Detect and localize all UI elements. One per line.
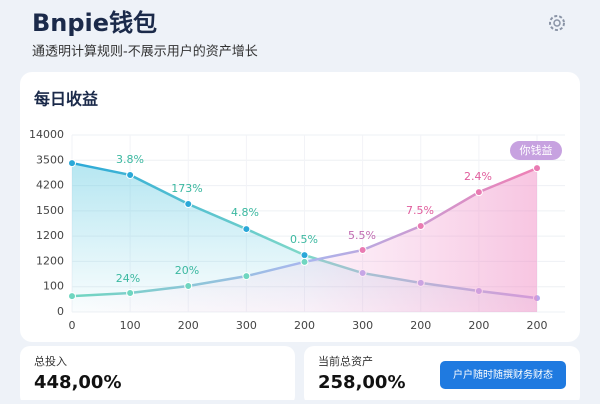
x-tick-label: 300 xyxy=(236,319,257,332)
point xyxy=(474,188,483,197)
annotation: 5.5% xyxy=(348,229,376,242)
card-label: 当前总资产 xyxy=(318,354,373,368)
x-tick-label: 200 xyxy=(468,319,489,332)
annotation: 7.5% xyxy=(406,204,434,217)
annotation: 0.5% xyxy=(290,233,318,246)
app-title: Bnpie钱包 xyxy=(32,9,157,37)
point xyxy=(242,272,251,281)
y-tick-label: 3500 xyxy=(36,153,64,166)
card-value: 448,00% xyxy=(34,372,122,393)
x-tick-label: 0 xyxy=(69,319,76,332)
badge-label: 你钱益 xyxy=(520,143,553,157)
point xyxy=(68,159,76,168)
point xyxy=(242,225,251,234)
area xyxy=(72,168,537,312)
y-tick-label: 4200 xyxy=(36,179,64,192)
y-tick-label: 1500 xyxy=(36,204,64,217)
card xyxy=(20,346,295,404)
point xyxy=(300,257,309,266)
annotation: 4.8% xyxy=(231,206,259,219)
annotation: 173% xyxy=(171,182,202,195)
x-tick-label: 200 xyxy=(178,319,199,332)
point xyxy=(300,251,309,260)
point xyxy=(358,246,367,255)
x-tick-label: 100 xyxy=(120,319,141,332)
point xyxy=(184,200,193,209)
card-value: 258,00% xyxy=(318,372,406,393)
x-tick-label: 200 xyxy=(410,319,431,332)
annotation: 20% xyxy=(175,264,199,277)
y-tick-label: 100 xyxy=(43,280,64,293)
y-tick-label: 14000 xyxy=(29,128,64,141)
annotation: 3.8% xyxy=(116,153,144,166)
chart-title: 每日收益 xyxy=(34,90,98,109)
x-tick-label: 300 xyxy=(352,319,373,332)
x-tick-label: 200 xyxy=(294,319,315,332)
x-tick-label: 200 xyxy=(527,319,548,332)
card-label: 总投入 xyxy=(34,354,67,368)
settings-icon[interactable] xyxy=(549,15,565,31)
action-button[interactable] xyxy=(440,361,566,389)
y-tick-label: 1200 xyxy=(36,254,64,267)
subtitle: 通透明计算规则-不展示用户的资产增长 xyxy=(32,44,258,60)
annotation: 2.4% xyxy=(464,170,492,183)
point xyxy=(533,164,541,173)
point xyxy=(126,289,135,298)
point xyxy=(68,292,76,301)
y-tick-label: 1200 xyxy=(36,229,64,242)
annotation: 24% xyxy=(116,272,140,285)
area xyxy=(72,163,537,312)
point xyxy=(184,281,193,290)
point xyxy=(416,222,425,231)
y-tick-label: 0 xyxy=(57,305,64,318)
button-label[interactable]: 户户随时随撰财务财态 xyxy=(453,368,553,381)
badge xyxy=(510,141,562,160)
point xyxy=(126,170,135,179)
